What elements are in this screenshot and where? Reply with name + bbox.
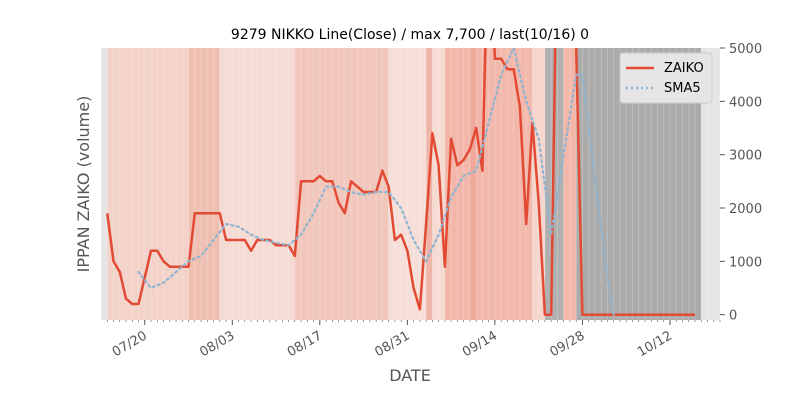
series-line-zaiko xyxy=(106,48,695,316)
background-band-4 xyxy=(294,48,389,320)
y-tick-label: 0 xyxy=(729,309,737,324)
background-band-5 xyxy=(388,48,427,320)
legend-box xyxy=(619,52,713,104)
legend-label-sma5: SMA5 xyxy=(664,81,701,96)
x-tick-label: 09/14 xyxy=(460,328,500,360)
x-tick-label: 07/20 xyxy=(110,328,150,360)
y-tick-label: 2000 xyxy=(729,202,762,217)
background-band-9 xyxy=(469,48,477,320)
y-tick-label: 4000 xyxy=(729,95,762,110)
y-axis-label: IPPAN ZAIKO (volume) xyxy=(74,96,93,273)
background-band-13 xyxy=(563,48,577,320)
series-line-sma5 xyxy=(137,48,615,316)
background-band-3 xyxy=(219,48,295,320)
y-axis: 0 1000 2000 3000 4000 5000 xyxy=(720,42,762,324)
x-tick-label: 09/28 xyxy=(547,328,587,360)
x-axis: 07/20 08/03 08/17 08/31 09/14 09/28 10/12 xyxy=(106,320,721,360)
x-tick-label: 10/12 xyxy=(635,328,675,360)
x-tick-label: 08/31 xyxy=(372,328,412,360)
y-tick-label: 3000 xyxy=(729,149,762,164)
background-bands xyxy=(101,48,720,320)
x-tick-label: 08/03 xyxy=(197,328,237,360)
series-lines xyxy=(106,48,695,316)
chart-title: 9279 NIKKO Line(Close) / max 7,700 / las… xyxy=(231,27,589,43)
legend-label-zaiko: ZAIKO xyxy=(664,61,704,76)
y-tick-label: 1000 xyxy=(729,255,762,270)
legend: ZAIKO SMA5 xyxy=(619,52,713,104)
background-band-2 xyxy=(188,48,220,320)
x-tick-label: 08/17 xyxy=(285,328,325,360)
x-axis-label: DATE xyxy=(389,366,431,385)
background-band-15 xyxy=(701,48,720,320)
background-band-0 xyxy=(101,48,108,320)
y-tick-label: 5000 xyxy=(729,42,762,57)
